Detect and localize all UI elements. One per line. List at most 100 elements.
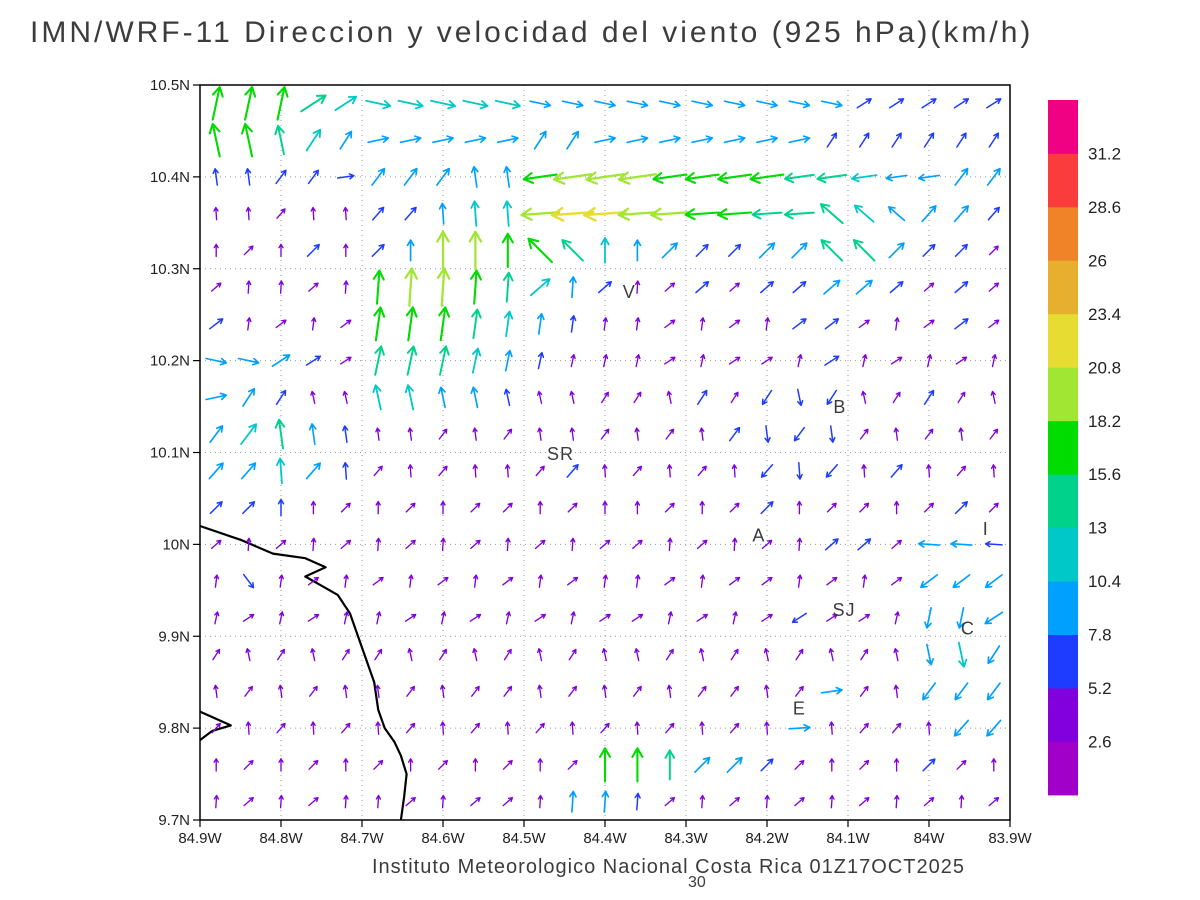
wind-arrow: [796, 461, 803, 480]
wind-arrow: [858, 132, 870, 148]
wind-arrow: [859, 428, 869, 440]
wind-arrow: [699, 721, 705, 735]
wind-arrow: [569, 276, 577, 299]
wind-arrow: [665, 428, 675, 440]
wind-arrow: [278, 574, 284, 588]
wind-arrow: [631, 747, 644, 783]
wind-arrow: [793, 426, 806, 442]
wind-arrow: [536, 312, 545, 335]
wind-arrow: [537, 427, 543, 441]
wind-arrow: [470, 502, 481, 513]
wind-arrow: [343, 758, 349, 772]
wind-arrow: [829, 425, 836, 443]
wind-arrow: [661, 242, 678, 259]
wind-arrow: [407, 758, 414, 772]
wind-arrow: [340, 539, 352, 550]
wind-arrow: [889, 280, 904, 294]
wind-arrow: [826, 502, 837, 513]
wind-arrow: [652, 172, 688, 184]
wind-arrow: [893, 758, 900, 772]
wind-arrow: [921, 682, 937, 701]
wind-arrow: [343, 243, 349, 258]
wind-arrow: [212, 168, 219, 186]
wind-arrow: [731, 464, 738, 478]
wind-arrow: [885, 173, 908, 182]
wind-arrow: [986, 167, 1001, 186]
x-tick-label: 84.8W: [259, 830, 303, 847]
wind-arrow: [634, 280, 641, 294]
wind-arrow: [984, 540, 1003, 548]
x-tick-label: 84.9W: [178, 830, 222, 847]
wind-arrow: [699, 317, 706, 331]
x-tick-label: 83.9W: [988, 830, 1032, 847]
colorbar-label: 28.6: [1088, 198, 1121, 217]
wind-arrow: [469, 613, 482, 622]
wind-arrow: [921, 98, 937, 109]
wind-arrow: [430, 99, 456, 110]
wind-arrow: [826, 389, 838, 406]
wind-arrow: [984, 574, 1003, 589]
wind-arrow: [824, 318, 840, 330]
wind-arrow: [399, 135, 422, 144]
wind-arrow: [208, 318, 224, 330]
colorbar-label: 20.8: [1088, 358, 1121, 377]
wind-arrow: [695, 243, 709, 257]
wind-arrow: [987, 645, 1001, 665]
wind-arrow: [340, 356, 352, 365]
wind-arrow: [237, 357, 260, 366]
wind-arrow: [339, 130, 353, 150]
wind-arrow: [664, 356, 676, 365]
wind-arrow: [599, 613, 611, 622]
wind-arrow: [300, 94, 327, 113]
wind-arrow: [308, 796, 319, 807]
wind-arrow: [955, 356, 968, 365]
wind-arrow: [440, 794, 446, 809]
wind-arrow: [729, 576, 741, 586]
wind-arrow: [213, 574, 220, 588]
wind-arrow: [988, 502, 999, 513]
wind-arrow: [602, 684, 608, 699]
gridline-layer: [200, 85, 1010, 820]
colorbar-segment: [1048, 688, 1078, 742]
wind-arrow: [926, 464, 932, 478]
wind-arrow: [468, 230, 483, 271]
wind-arrow: [341, 722, 351, 734]
wind-arrow: [471, 685, 480, 697]
wind-arrow: [570, 537, 576, 552]
wind-arrow: [205, 392, 228, 401]
wind-arrow: [277, 498, 285, 517]
wind-arrow: [569, 315, 577, 333]
footer-credit: Instituto Meteorologico Nacional Costa R…: [372, 856, 965, 878]
wind-arrow: [470, 539, 481, 550]
wind-arrow: [527, 237, 553, 264]
wind-arrow: [246, 537, 252, 552]
wind-arrow: [407, 427, 413, 441]
colorbar-segment: [1048, 206, 1078, 261]
wind-arrow: [341, 648, 350, 661]
wind-arrow: [598, 747, 612, 783]
wind-arrow: [749, 172, 785, 184]
wind-arrow: [503, 165, 512, 188]
wind-arrow: [305, 128, 322, 152]
wind-arrow: [858, 319, 870, 329]
wind-arrow: [820, 686, 843, 695]
wind-arrow: [729, 502, 740, 513]
wind-arrow: [700, 354, 706, 368]
wind-arrow: [954, 167, 969, 186]
wind-arrow: [988, 319, 1000, 329]
wind-arrow: [504, 349, 513, 372]
wind-arrow: [569, 427, 575, 441]
colorbar-segment: [1048, 367, 1078, 422]
wind-arrow: [552, 171, 593, 185]
wind-arrow: [953, 719, 970, 737]
wind-arrow: [990, 464, 997, 478]
wind-arrow: [658, 100, 681, 109]
wind-arrow: [438, 386, 446, 409]
colorbar-label: 15.6: [1088, 465, 1121, 484]
wind-arrow: [568, 648, 577, 661]
wind-arrow: [602, 574, 608, 588]
wind-arrow: [598, 280, 612, 294]
wind-arrow: [240, 423, 257, 445]
wind-arrow: [665, 722, 675, 734]
wind-arrow: [278, 758, 284, 772]
